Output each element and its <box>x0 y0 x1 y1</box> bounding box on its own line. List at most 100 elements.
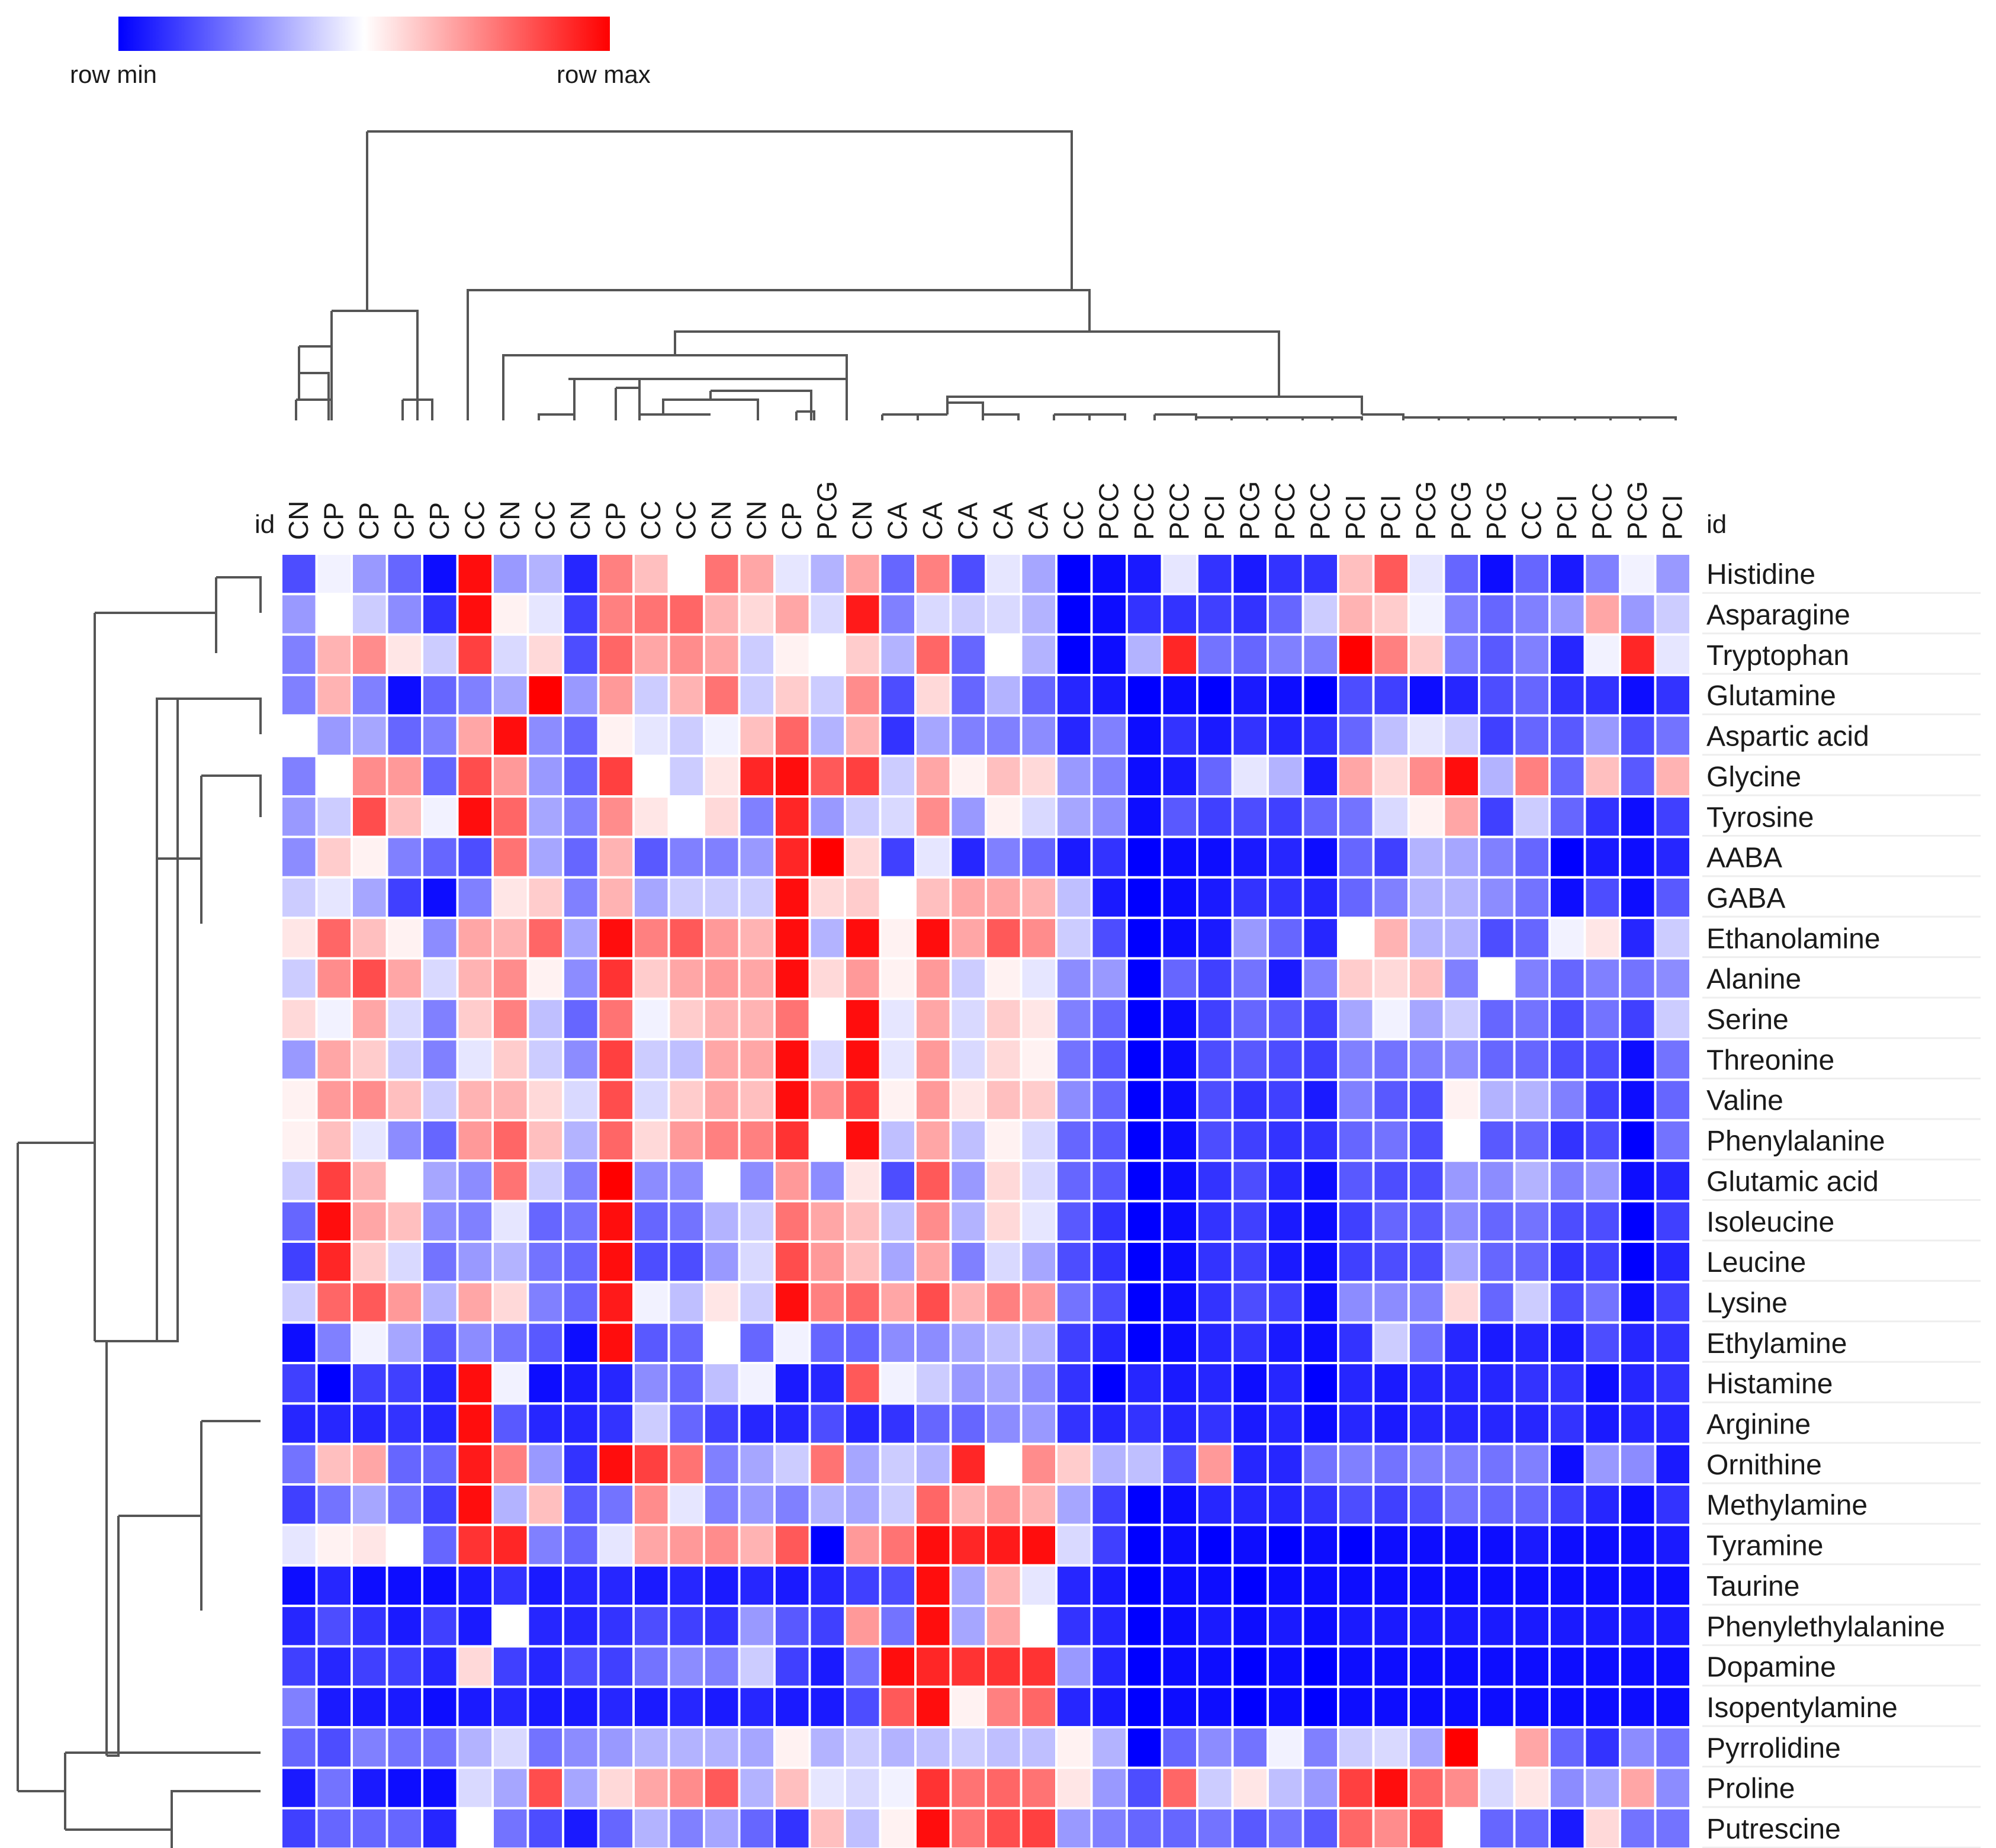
heatmap-cell <box>1196 876 1234 920</box>
heatmap-cell <box>773 1159 811 1203</box>
heatmap-cell <box>1478 1442 1516 1486</box>
heatmap-cell <box>491 917 529 960</box>
heatmap-cell <box>1407 714 1445 757</box>
heatmap-cell <box>315 1078 353 1121</box>
heatmap-cell <box>597 1524 635 1567</box>
heatmap-cell <box>1407 633 1445 677</box>
heatmap-cell <box>1372 1078 1410 1121</box>
heatmap-cell <box>315 997 353 1041</box>
heatmap-cell <box>1337 633 1375 677</box>
heatmap-cell <box>597 1159 635 1203</box>
heatmap-cell <box>844 1605 882 1648</box>
heatmap-cell <box>1478 1362 1516 1405</box>
heatmap-cell <box>1231 633 1269 677</box>
heatmap-cell <box>1654 1605 1692 1648</box>
heatmap-cell <box>773 1564 811 1608</box>
heatmap-cell <box>703 1119 741 1162</box>
heatmap-cell <box>632 1564 670 1608</box>
heatmap-cell <box>703 1281 741 1324</box>
heatmap-cell <box>985 633 1023 677</box>
heatmap-cell <box>1407 997 1445 1041</box>
heatmap-cell <box>1231 1605 1269 1648</box>
heatmap-cell <box>315 593 353 636</box>
row-label: Taurine <box>1706 1571 1799 1602</box>
heatmap-cell <box>985 1038 1023 1081</box>
heatmap-cell <box>1126 1200 1163 1243</box>
heatmap-cell <box>844 674 882 717</box>
heatmap-cell <box>1196 1281 1234 1324</box>
heatmap-cell <box>914 1362 952 1405</box>
heatmap-cell <box>914 1564 952 1608</box>
heatmap-cell <box>1442 1281 1480 1324</box>
heatmap-cell <box>351 1645 388 1688</box>
heatmap-cell <box>632 876 670 920</box>
heatmap-cell <box>526 795 564 838</box>
heatmap-cell <box>562 997 600 1041</box>
heatmap-cell <box>1337 997 1375 1041</box>
heatmap-cell <box>667 997 705 1041</box>
heatmap-cell <box>1196 835 1234 879</box>
heatmap-cell <box>1196 1402 1234 1445</box>
heatmap-cell <box>1090 1442 1128 1486</box>
heatmap-cell <box>491 1645 529 1688</box>
heatmap-cell <box>949 1766 987 1810</box>
row-label: Asparagine <box>1706 600 1850 631</box>
heatmap-cell <box>703 997 741 1041</box>
heatmap-cell <box>1267 1726 1304 1769</box>
heatmap-cell <box>315 674 353 717</box>
heatmap-cell <box>1372 1159 1410 1203</box>
heatmap-cell <box>1407 957 1445 1000</box>
row-label: Glutamic acid <box>1706 1166 1879 1197</box>
heatmap-cell <box>1196 714 1234 757</box>
heatmap-cell <box>351 593 388 636</box>
heatmap-cell <box>808 1200 846 1243</box>
heatmap-cell <box>1231 1766 1269 1810</box>
heatmap-cell <box>526 1766 564 1810</box>
heatmap-cell <box>1478 957 1516 1000</box>
row-label: Valine <box>1706 1085 1783 1117</box>
heatmap-cell <box>879 1200 917 1243</box>
heatmap-cell <box>280 1402 318 1445</box>
heatmap-cell <box>1513 795 1551 838</box>
heatmap-cell <box>1478 1159 1516 1203</box>
heatmap-cell <box>1337 1362 1375 1405</box>
heatmap-cell <box>949 593 987 636</box>
heatmap-cell <box>1583 795 1621 838</box>
heatmap-cell <box>985 1726 1023 1769</box>
heatmap-cell <box>526 754 564 798</box>
heatmap-cell <box>597 1200 635 1243</box>
heatmap-cell <box>1654 1564 1692 1608</box>
column-label: CC <box>459 501 490 540</box>
heatmap-cell <box>1161 1645 1198 1688</box>
heatmap-cell <box>1654 1159 1692 1203</box>
heatmap-cell <box>985 835 1023 879</box>
heatmap-cell <box>1513 1766 1551 1810</box>
heatmap-cell <box>1478 714 1516 757</box>
heatmap-cell <box>1337 917 1375 960</box>
heatmap-cell <box>1372 957 1410 1000</box>
heatmap-cell <box>1301 1200 1339 1243</box>
heatmap-cell <box>597 633 635 677</box>
column-label: PCI <box>1657 494 1688 540</box>
heatmap-cell <box>351 1442 388 1486</box>
heatmap-cell <box>1654 917 1692 960</box>
heatmap-cell <box>1372 1564 1410 1608</box>
heatmap-cell <box>1583 1078 1621 1121</box>
heatmap-cell <box>280 1119 318 1162</box>
heatmap-cell <box>1196 1766 1234 1810</box>
heatmap-cell <box>385 1200 423 1243</box>
heatmap-cell <box>667 1362 705 1405</box>
heatmap-cell <box>597 1483 635 1526</box>
heatmap-cell <box>1478 674 1516 717</box>
heatmap-cell <box>1583 1119 1621 1162</box>
heatmap-cell <box>879 1321 917 1364</box>
heatmap-cell <box>1090 1564 1128 1608</box>
heatmap-cell <box>1196 1078 1234 1121</box>
heatmap-cell <box>1055 1038 1093 1081</box>
heatmap-cell <box>1548 997 1586 1041</box>
heatmap-cell <box>1548 1119 1586 1162</box>
heatmap-cell <box>1020 1200 1058 1243</box>
heatmap-cell <box>1478 1564 1516 1608</box>
heatmap-cell <box>1654 1483 1692 1526</box>
heatmap-cell <box>456 1524 494 1567</box>
